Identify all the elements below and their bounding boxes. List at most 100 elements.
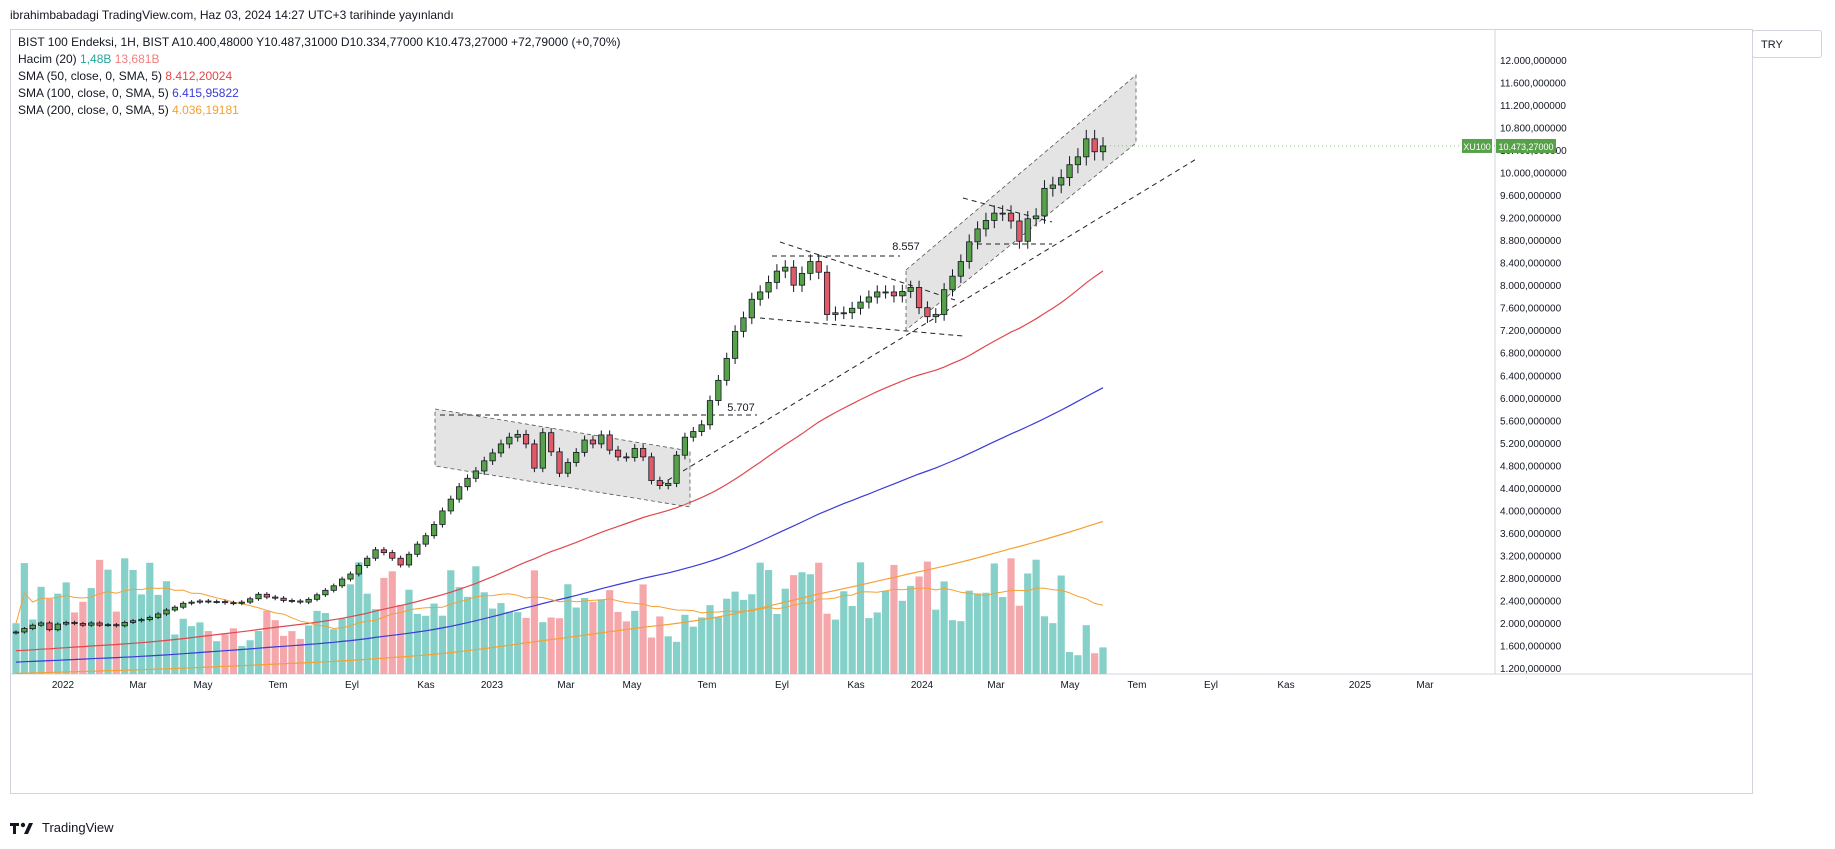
- candle[interactable]: [397, 557, 404, 566]
- candle[interactable]: [665, 482, 672, 486]
- candle[interactable]: [330, 585, 337, 591]
- candle[interactable]: [29, 624, 36, 629]
- candle[interactable]: [180, 602, 187, 608]
- candle[interactable]: [255, 593, 262, 600]
- candle[interactable]: [865, 296, 872, 303]
- candle[interactable]: [748, 298, 755, 319]
- candle[interactable]: [782, 266, 789, 272]
- candle[interactable]: [548, 432, 555, 453]
- candle[interactable]: [1058, 177, 1065, 186]
- candle[interactable]: [1091, 138, 1098, 153]
- candle[interactable]: [648, 456, 655, 481]
- candle[interactable]: [472, 470, 479, 479]
- candle[interactable]: [640, 448, 647, 458]
- candle[interactable]: [573, 451, 580, 463]
- candle[interactable]: [389, 552, 396, 559]
- candle[interactable]: [221, 601, 229, 604]
- candle[interactable]: [489, 452, 496, 462]
- candle[interactable]: [364, 557, 371, 566]
- candle[interactable]: [71, 622, 78, 624]
- candle[interactable]: [238, 601, 245, 604]
- candle[interactable]: [1007, 212, 1015, 222]
- candle[interactable]: [698, 424, 705, 432]
- candle[interactable]: [740, 317, 747, 332]
- candle[interactable]: [941, 289, 948, 315]
- candle[interactable]: [12, 631, 20, 634]
- candle[interactable]: [422, 535, 429, 545]
- footer-brand[interactable]: TradingView: [10, 820, 114, 835]
- candle[interactable]: [288, 600, 296, 602]
- candle[interactable]: [506, 436, 513, 445]
- candle[interactable]: [372, 549, 379, 559]
- candle[interactable]: [798, 272, 806, 286]
- candle[interactable]: [556, 451, 563, 474]
- candle[interactable]: [982, 220, 990, 230]
- candle[interactable]: [690, 431, 697, 438]
- candle[interactable]: [456, 486, 463, 500]
- candle[interactable]: [999, 212, 1006, 215]
- candle[interactable]: [890, 291, 898, 297]
- candle[interactable]: [481, 460, 488, 472]
- candle[interactable]: [355, 565, 362, 575]
- candle[interactable]: [924, 307, 931, 318]
- candle[interactable]: [430, 524, 438, 537]
- candle[interactable]: [1083, 138, 1090, 158]
- candle[interactable]: [280, 597, 287, 601]
- candle[interactable]: [305, 598, 312, 603]
- candle[interactable]: [832, 312, 839, 315]
- candle[interactable]: [807, 261, 814, 274]
- candle[interactable]: [773, 270, 781, 283]
- candle[interactable]: [915, 287, 923, 309]
- candle[interactable]: [723, 357, 730, 381]
- candle[interactable]: [297, 600, 304, 603]
- currency-selector[interactable]: TRY: [1752, 30, 1822, 58]
- candle[interactable]: [1074, 156, 1082, 166]
- candle[interactable]: [715, 379, 722, 401]
- candle[interactable]: [121, 622, 128, 627]
- candle[interactable]: [54, 623, 61, 631]
- candle[interactable]: [464, 477, 471, 488]
- candle[interactable]: [1099, 145, 1107, 153]
- candle[interactable]: [129, 620, 137, 623]
- candle[interactable]: [322, 589, 329, 596]
- candle[interactable]: [1016, 220, 1023, 242]
- candle[interactable]: [405, 553, 413, 566]
- candle[interactable]: [247, 598, 254, 603]
- candle[interactable]: [1066, 164, 1073, 179]
- candle[interactable]: [531, 443, 538, 469]
- candle[interactable]: [88, 622, 95, 626]
- candle[interactable]: [757, 291, 764, 300]
- candle[interactable]: [899, 290, 906, 297]
- candle[interactable]: [539, 432, 546, 469]
- candle[interactable]: [882, 291, 889, 294]
- candle[interactable]: [1041, 187, 1048, 217]
- legend-sma100[interactable]: SMA (100, close, 0, SMA, 5) 6.415,95822: [18, 85, 620, 102]
- candle[interactable]: [113, 624, 120, 627]
- candle[interactable]: [673, 454, 680, 484]
- candle[interactable]: [706, 400, 714, 426]
- candle[interactable]: [1033, 215, 1040, 220]
- candle[interactable]: [79, 623, 86, 626]
- candle[interactable]: [497, 443, 505, 454]
- candle[interactable]: [46, 622, 53, 631]
- legend-volume[interactable]: Hacim (20) 1,48B 13,681B: [18, 51, 620, 68]
- candle[interactable]: [188, 601, 195, 604]
- candle[interactable]: [196, 600, 204, 603]
- candle[interactable]: [205, 600, 212, 603]
- candle[interactable]: [263, 593, 270, 598]
- candle[interactable]: [581, 439, 588, 453]
- candle[interactable]: [138, 619, 145, 622]
- candle[interactable]: [447, 498, 454, 512]
- candle[interactable]: [522, 433, 530, 445]
- candle[interactable]: [230, 602, 237, 605]
- candle[interactable]: [171, 606, 178, 611]
- candle[interactable]: [790, 266, 797, 286]
- candle[interactable]: [823, 271, 831, 315]
- candle[interactable]: [614, 449, 622, 458]
- candle[interactable]: [163, 609, 170, 615]
- candle[interactable]: [589, 439, 597, 445]
- candle[interactable]: [957, 261, 964, 277]
- candle[interactable]: [606, 434, 613, 451]
- candle[interactable]: [1024, 218, 1031, 242]
- candle[interactable]: [313, 594, 321, 600]
